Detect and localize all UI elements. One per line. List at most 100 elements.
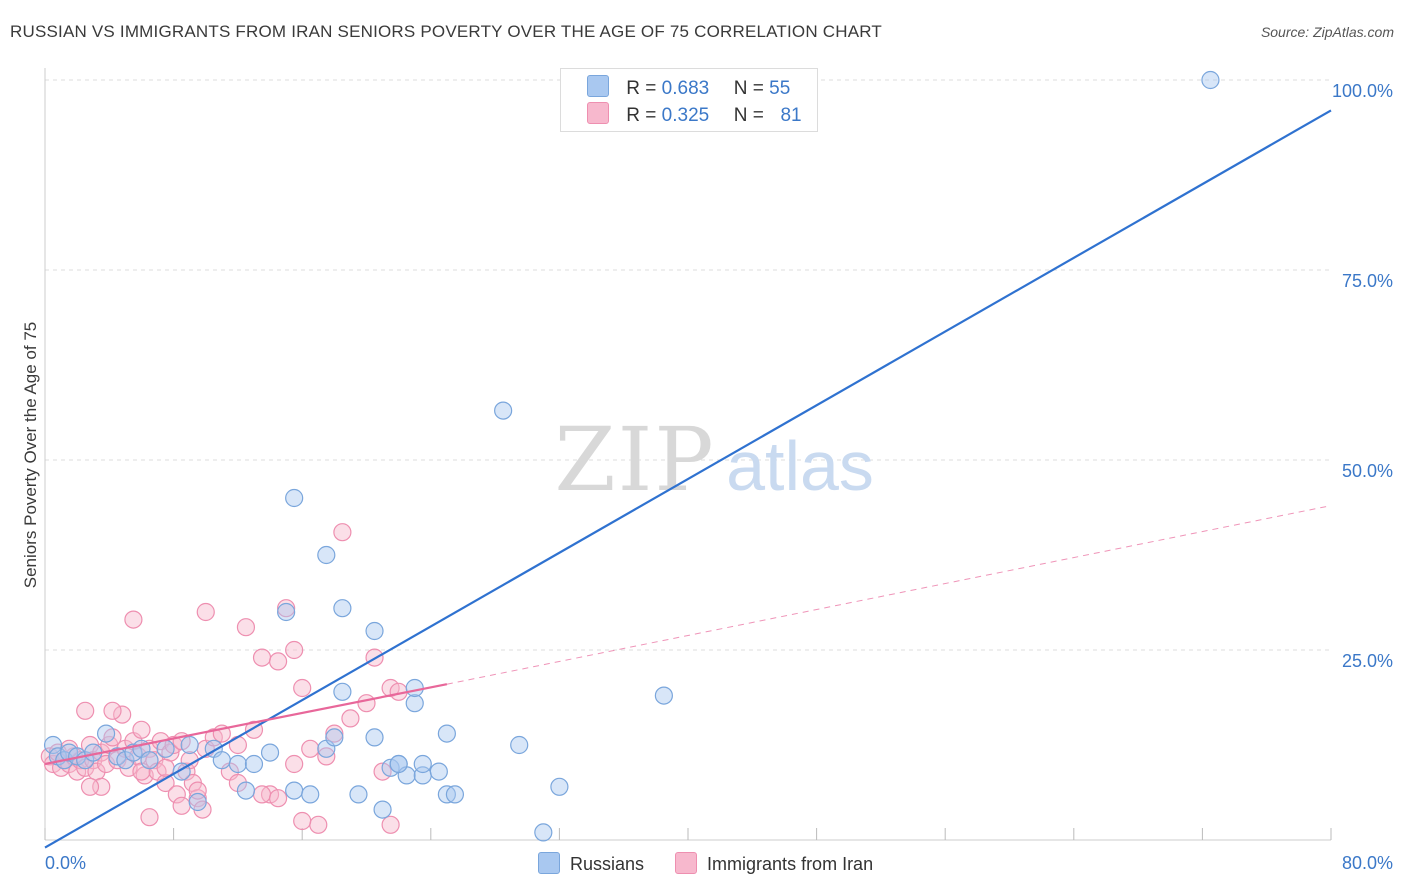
y-tick-label: 25.0% (1342, 651, 1393, 671)
iran-point (381, 815, 400, 834)
iran-point (301, 739, 320, 758)
russians-point (228, 754, 247, 774)
russians-point (365, 728, 384, 747)
russians-point (654, 686, 673, 705)
russians-point (156, 739, 175, 758)
x-tick-label: 80.0% (1342, 853, 1393, 873)
r-value: 0.325 (661, 105, 710, 126)
russians-point (405, 678, 424, 698)
iran-point (113, 705, 132, 724)
iran-point (172, 796, 191, 815)
stats-legend: R = 0.683 N = 55 R = 0.325 N = 81 (560, 68, 818, 132)
russians-point (285, 488, 304, 508)
russians-point (140, 751, 159, 770)
iran-trend-line (44, 683, 448, 766)
iran-point (167, 785, 186, 804)
legend-item-russians[interactable]: Russians (538, 852, 644, 875)
iran-point (124, 610, 143, 629)
y-tick-label: 75.0% (1342, 271, 1393, 291)
russians-point (277, 602, 296, 622)
tick-labels: 25.0% 50.0% 75.0% 100.0% 0.0% 80.0% (45, 81, 1393, 873)
watermark-atlas: atlas (726, 427, 874, 505)
iran-point (236, 618, 256, 637)
russians-point (43, 735, 63, 755)
russians-point (244, 754, 264, 774)
iran-point (317, 747, 336, 766)
russians-point (180, 735, 199, 755)
russians-point (188, 792, 207, 812)
iran-point (309, 815, 328, 834)
source-label: Source: ZipAtlas.com (1260, 24, 1394, 40)
iran-point (268, 789, 288, 808)
iran-point (156, 758, 175, 777)
russians-point (260, 743, 280, 762)
russians-point (365, 621, 384, 641)
russians-point (333, 682, 352, 701)
stats-row-russians: R = 0.683 N = 55 (587, 75, 791, 99)
n-label: N = (733, 105, 764, 126)
russians-point (236, 781, 256, 800)
iran-trend-extension (446, 505, 1332, 685)
russians-point (494, 401, 513, 420)
russians-point (333, 599, 352, 618)
iran-point (228, 735, 247, 755)
iran-swatch (587, 102, 609, 124)
series-legend: Russians Immigrants from Iran (538, 852, 899, 875)
x-tick-label: 0.0% (45, 853, 86, 873)
y-axis-label: Seniors Poverty Over the Age of 75 (21, 321, 40, 589)
russians-point (437, 724, 456, 743)
axes (44, 68, 1332, 841)
russians-point (445, 785, 465, 804)
russians-point (510, 735, 529, 755)
iran-point (277, 599, 296, 618)
iran-point (188, 789, 207, 808)
legend-label: Immigrants from Iran (707, 854, 874, 874)
russians-point (389, 754, 408, 774)
iran-point (132, 720, 151, 739)
iran-point (252, 648, 272, 667)
russians-point (317, 545, 336, 565)
russians-point (534, 823, 553, 842)
russians-point (96, 724, 116, 743)
data-points (40, 70, 1220, 842)
iran-point (357, 694, 376, 713)
iran-point (268, 652, 288, 671)
iran-point (293, 811, 312, 831)
russians-trend-line (44, 109, 1332, 849)
russians-point (301, 785, 320, 804)
iran-point (341, 709, 360, 728)
legend-label: Russians (570, 854, 645, 874)
russians-swatch (538, 852, 560, 874)
russians-point (550, 777, 569, 796)
iran-point (140, 808, 159, 827)
iran-point (325, 724, 344, 743)
russians-point (285, 781, 304, 800)
n-label: N = (733, 78, 764, 99)
watermark-zip: ZIP (554, 408, 715, 511)
iran-point (103, 701, 122, 720)
russians-point (429, 762, 448, 781)
russians-point (325, 728, 344, 747)
r-value: 0.683 (661, 78, 710, 99)
grid-lines (45, 79, 1331, 651)
trend-lines (44, 109, 1332, 849)
russians-point (212, 751, 231, 770)
iran-point (196, 602, 215, 622)
iran-point (285, 754, 304, 774)
russians-point (1201, 70, 1220, 90)
n-value: 81 (780, 105, 802, 126)
russians-point (349, 785, 368, 804)
n-value: 55 (769, 78, 791, 99)
watermark: ZIP atlas (554, 408, 874, 511)
r-label: R = (626, 78, 657, 99)
r-label: R = (626, 105, 657, 126)
y-tick-label: 100.0% (1332, 81, 1393, 101)
iran-point (333, 523, 352, 542)
legend-item-iran[interactable]: Immigrants from Iran (675, 852, 873, 875)
y-tick-label: 50.0% (1342, 461, 1393, 481)
iran-swatch (675, 852, 698, 874)
stats-row-iran: R = 0.325 N = 81 (587, 102, 802, 126)
iran-point (285, 640, 304, 660)
russians-point (373, 800, 392, 819)
